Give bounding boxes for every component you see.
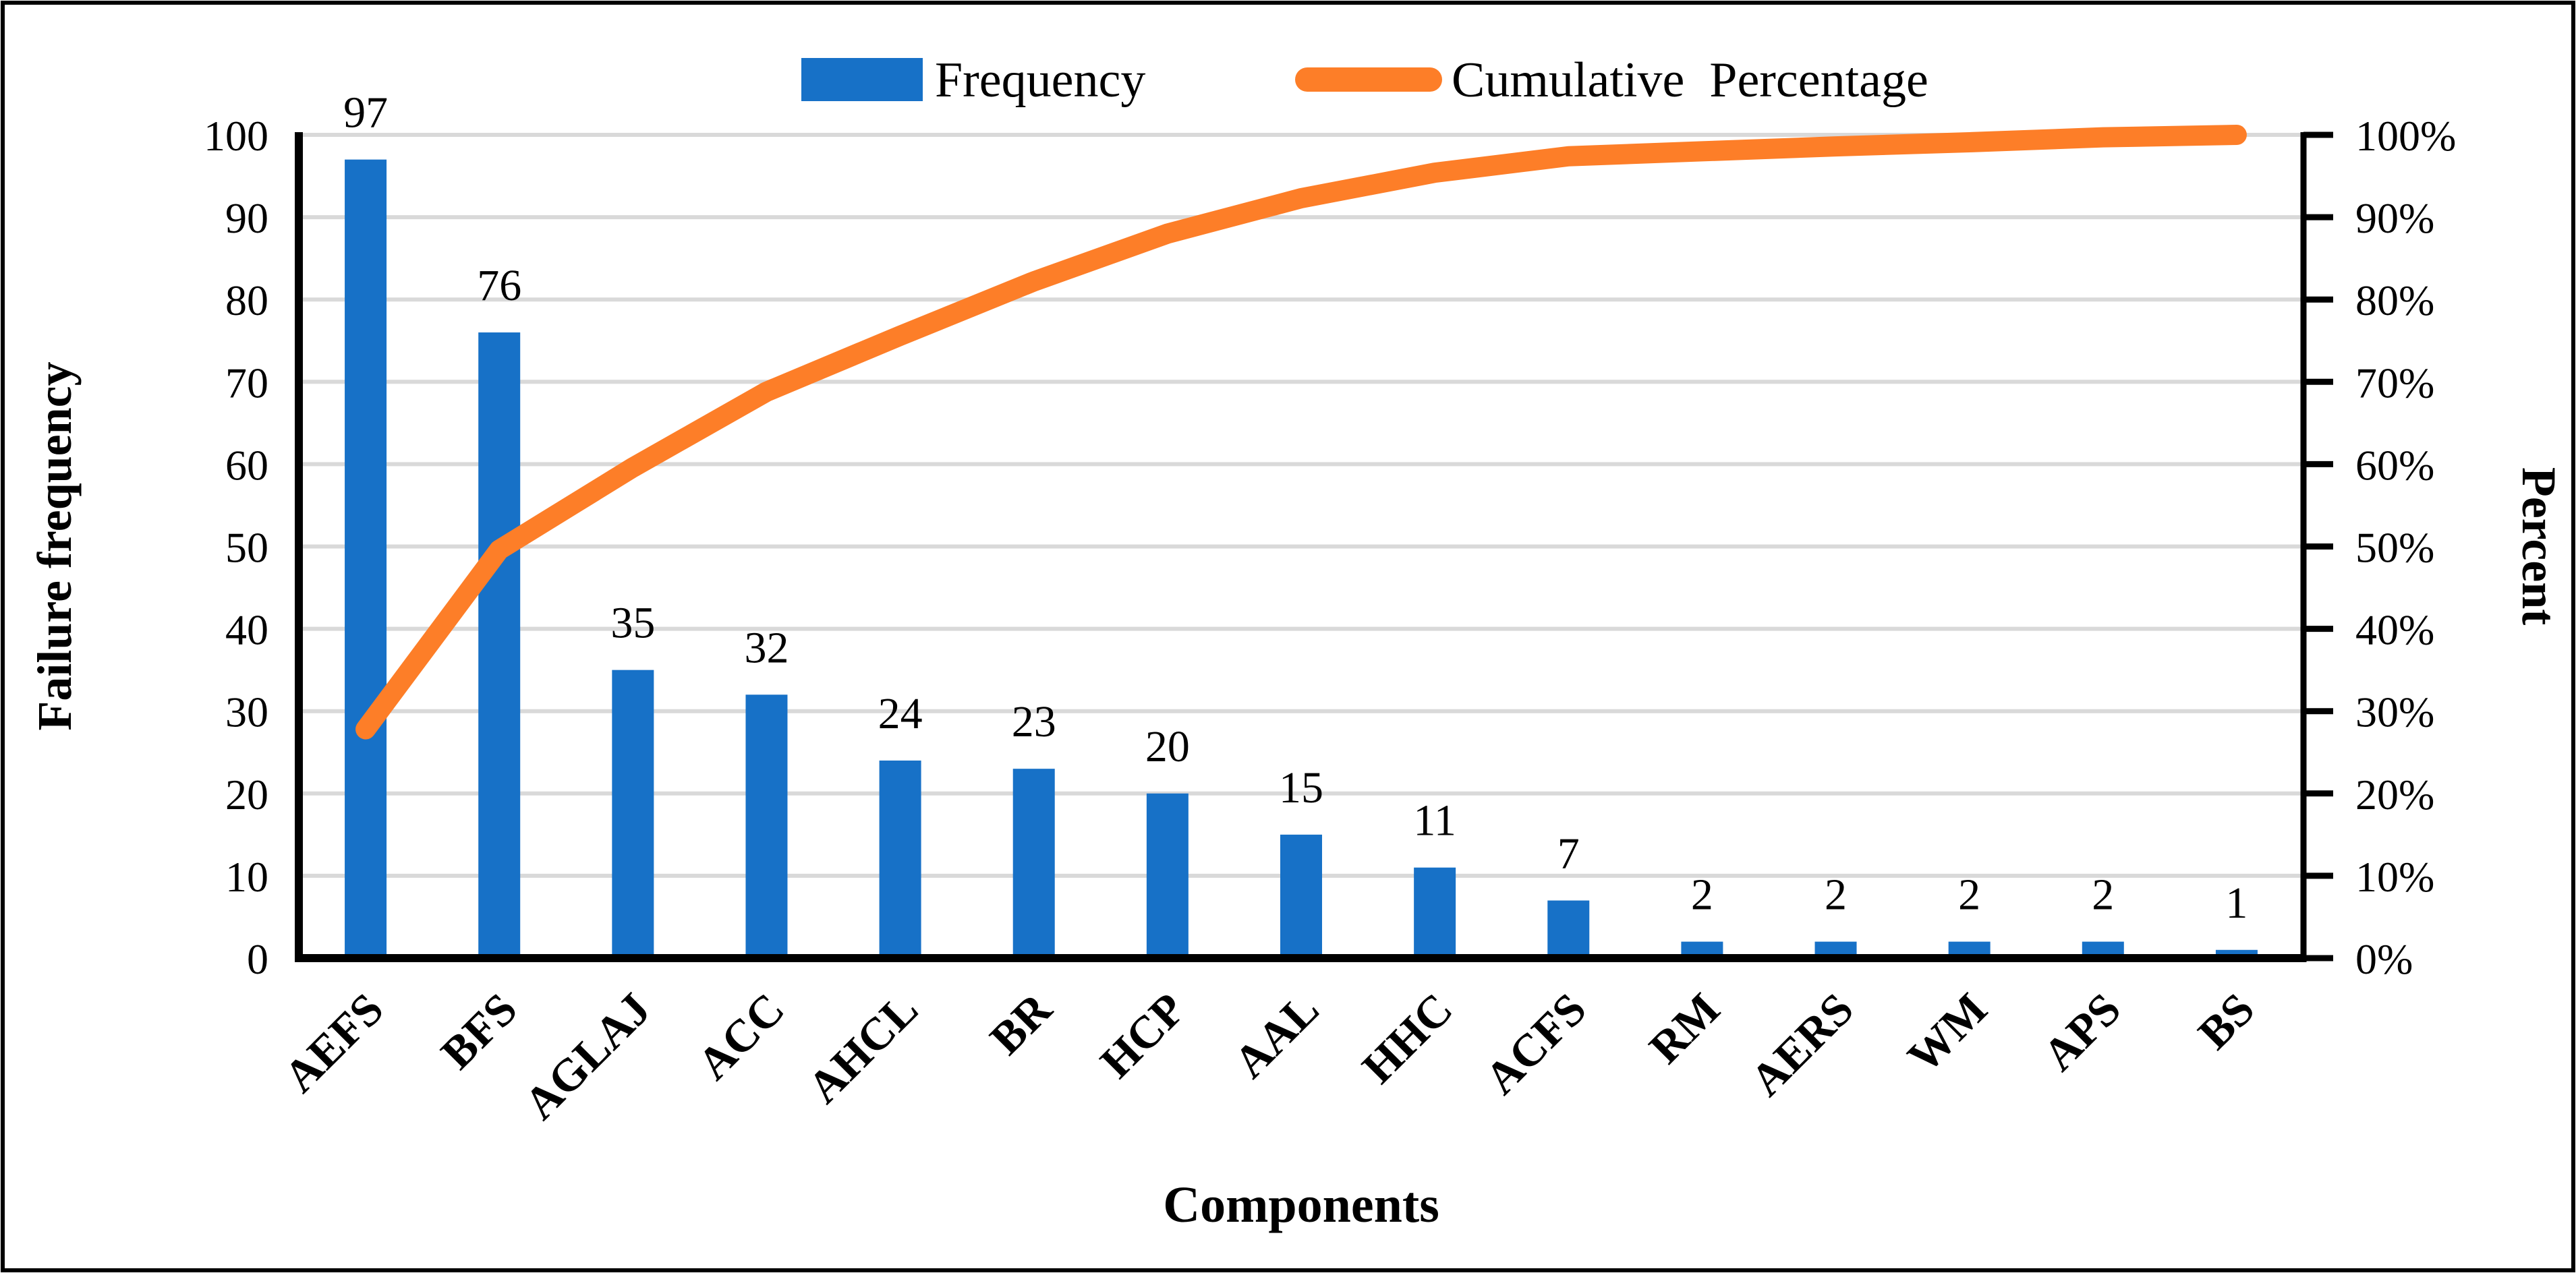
bar-label-acc: 32 <box>744 623 789 672</box>
bar-label-hcp: 20 <box>1145 722 1190 771</box>
left-tick-label-80: 80 <box>225 276 268 324</box>
frequency-legend-label: Frequency <box>935 53 1145 108</box>
x-tick-label-hcp: HCP <box>1090 983 1195 1088</box>
left-tick-label-20: 20 <box>225 771 268 819</box>
left-tick-label-40: 40 <box>225 606 268 654</box>
legend: Frequency Cumulative Percentage <box>801 53 1928 108</box>
right-tick-label-20%: 20% <box>2355 771 2434 819</box>
left-tick-label-90: 90 <box>225 194 268 242</box>
cumulative-line <box>355 125 2247 740</box>
x-tick-label-bfs: BFS <box>431 983 527 1079</box>
x-tick-label-aglaj: AGLAJ <box>514 983 660 1129</box>
bar-label-ahcl: 24 <box>878 689 923 738</box>
bar-acfs <box>1547 900 1590 958</box>
bar-ahcl <box>879 760 921 958</box>
right-tick-label-40%: 40% <box>2355 606 2434 654</box>
bar-label-aal: 15 <box>1279 763 1323 812</box>
x-axis-title: Components <box>1163 1177 1439 1233</box>
x-tick-label-aers: AERS <box>1740 983 1863 1106</box>
bar-label-hhc: 11 <box>1413 796 1456 846</box>
bar-label-aglaj: 35 <box>610 599 655 648</box>
right-tick-label-0%: 0% <box>2355 935 2413 983</box>
right-tick-label-30%: 30% <box>2355 688 2434 736</box>
frequency-bars <box>345 159 2258 958</box>
bar-bfs <box>478 332 521 958</box>
left-tick-label-10: 10 <box>225 853 268 901</box>
left-axis-tick-labels: 0 10 20 30 40 50 60 70 80 90 100 <box>204 112 268 983</box>
left-tick-label-70: 70 <box>225 359 268 407</box>
left-tick-label-60: 60 <box>225 441 268 489</box>
x-tick-label-aps: APS <box>2033 983 2131 1081</box>
left-tick-label-50: 50 <box>225 524 268 572</box>
bar-label-br: 23 <box>1012 697 1056 746</box>
bar-label-wm: 2 <box>1958 870 1980 920</box>
right-tick-label-100%: 100% <box>2355 112 2456 160</box>
x-tick-label-br: BR <box>980 982 1062 1064</box>
bar-label-aefs: 97 <box>343 88 388 138</box>
bar-label-acfs: 7 <box>1557 829 1580 879</box>
x-tick-label-ahcl: AHCL <box>798 983 928 1113</box>
left-tick-label-100: 100 <box>204 112 268 160</box>
right-tick-label-90%: 90% <box>2355 194 2434 242</box>
bar-aal <box>1280 834 1322 958</box>
bar-label-aps: 2 <box>2092 870 2114 920</box>
left-tick-label-0: 0 <box>247 935 268 983</box>
right-tick-label-70%: 70% <box>2355 359 2434 407</box>
cumulative-percentage-line <box>355 125 2247 740</box>
x-tick-label-wm: WM <box>1897 983 1997 1082</box>
left-tick-label-30: 30 <box>225 688 268 736</box>
bar-label-aers: 2 <box>1825 870 1847 920</box>
bar-label-rm: 2 <box>1691 870 1713 920</box>
axes <box>295 131 2333 962</box>
bar-br <box>1012 769 1055 958</box>
x-tick-label-acc: ACC <box>687 983 794 1090</box>
right-axis-title: Percent <box>2512 467 2566 626</box>
bar-hhc <box>1414 867 1456 958</box>
cumulative-percentage-legend-label: Cumulative Percentage <box>1452 53 1928 108</box>
bar-label-bfs: 76 <box>477 261 521 310</box>
right-axis-tick-labels: 0% 10% 20% 30% 40% 50% 60% 70% 80% 90% 100% <box>2355 112 2456 983</box>
right-tick-label-60%: 60% <box>2355 441 2434 489</box>
x-tick-label-rm: RM <box>1639 983 1729 1073</box>
right-tick-label-80%: 80% <box>2355 276 2434 324</box>
frequency-legend-swatch <box>801 58 923 101</box>
right-tick-label-50%: 50% <box>2355 524 2434 572</box>
x-tick-label-aefs: AEFS <box>274 983 393 1102</box>
x-tick-label-bs: BS <box>2188 983 2264 1059</box>
bar-label-bs: 1 <box>2225 879 2248 928</box>
bar-hcp <box>1146 793 1189 958</box>
x-tick-label-hhc: HHC <box>1352 983 1462 1093</box>
bar-aglaj <box>612 670 654 958</box>
right-tick-label-10%: 10% <box>2355 853 2434 901</box>
x-tick-label-aal: AAL <box>1224 983 1328 1088</box>
bar-data-labels: 97 76 35 32 24 23 20 15 11 7 2 2 2 2 1 <box>343 88 2248 928</box>
bar-acc <box>745 694 788 958</box>
x-tick-label-acfs: ACFS <box>1475 983 1596 1104</box>
left-axis-title: Failure frequency <box>28 361 82 730</box>
bar-aefs <box>345 159 387 958</box>
